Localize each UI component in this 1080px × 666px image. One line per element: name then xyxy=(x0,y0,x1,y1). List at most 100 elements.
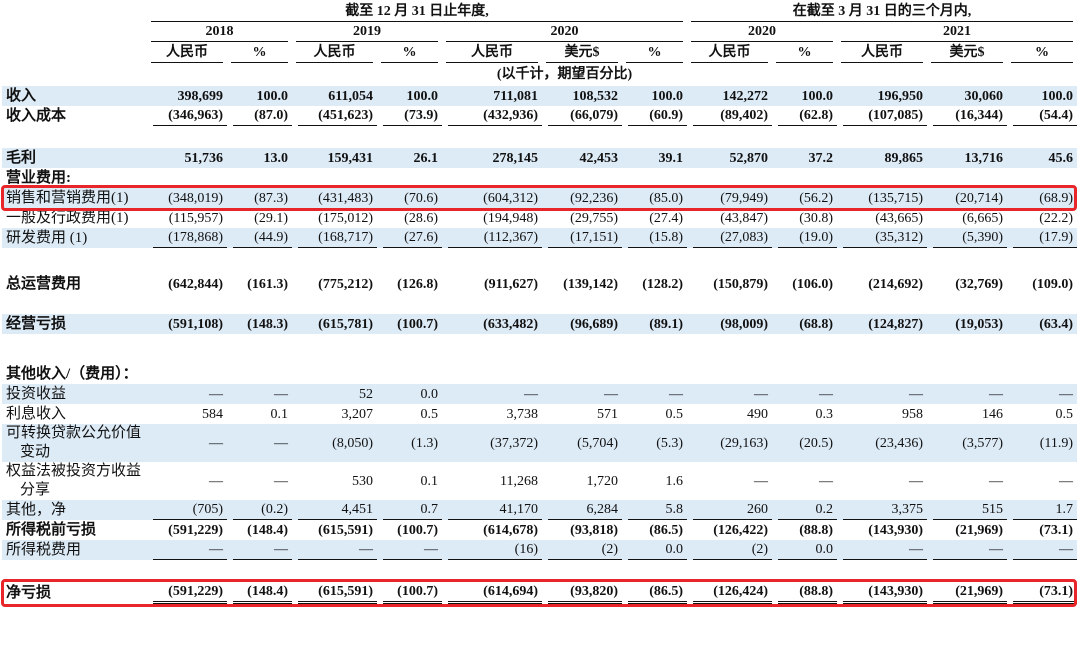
value-cell: (775,212) xyxy=(292,274,377,294)
value-cell: (43,847) xyxy=(687,208,772,228)
spacer xyxy=(687,64,1077,86)
table-row: 其他收入/（费用）： xyxy=(2,364,1077,384)
cell-value: (775,212) xyxy=(318,276,373,292)
spacer xyxy=(2,22,147,42)
value-cell: (29,755) xyxy=(542,208,622,228)
value-cell: (93,820) xyxy=(542,582,622,604)
header-cell: 在截至 3 月 31 日的三个月内, xyxy=(687,2,1077,22)
value-cell: (93,818) xyxy=(542,520,622,540)
header-cell: 2019 xyxy=(292,22,442,42)
value-cell: (29.1) xyxy=(227,208,292,228)
cell-value: (148.4) xyxy=(247,522,288,538)
value-cell: (3,577) xyxy=(927,424,1008,462)
cell-value: (86.5) xyxy=(628,582,688,604)
row-label: 经营亏损 xyxy=(6,315,67,332)
cell-value: (615,591) xyxy=(318,522,373,538)
value-cell: (85.0) xyxy=(622,188,688,208)
cell-value: 30,060 xyxy=(964,88,1004,104)
cell-value: (19.0) xyxy=(778,228,838,248)
cell-value: (92,236) xyxy=(570,190,618,206)
value-cell: 0.1 xyxy=(227,404,292,424)
table-row: 权益法被投资方收益分享 — — 530 0.1 11,268 1,720 1.6 — — — — — xyxy=(2,462,1077,500)
value-cell: (60.9) xyxy=(622,106,688,126)
cell-value: (29,755) xyxy=(570,210,618,226)
value-cell xyxy=(1007,364,1077,384)
cell-value: 1.7 xyxy=(1013,500,1078,520)
value-cell: (615,781) xyxy=(292,314,377,334)
value-cell: 41,170 xyxy=(442,500,542,520)
row-label-cell: 其他，净 xyxy=(2,500,147,520)
cell-value: (73.1) xyxy=(1013,582,1078,604)
spacer-row xyxy=(2,126,1077,148)
value-cell: — xyxy=(837,384,928,404)
value-cell xyxy=(542,364,622,384)
table-row: 研发费用 (1) (178,868) (44.9) (168,717) (27.6) (1… xyxy=(2,228,1078,248)
cell-value: — xyxy=(604,386,618,402)
value-cell: (100.7) xyxy=(377,520,442,540)
cell-value: 0.2 xyxy=(778,500,838,520)
value-cell: (633,482) xyxy=(442,314,542,334)
value-cell: 37.2 xyxy=(772,148,838,168)
header-cell: % xyxy=(772,42,837,64)
cell-value: — xyxy=(843,540,928,560)
value-cell: (615,591) xyxy=(292,520,377,540)
cell-value: — xyxy=(209,473,223,489)
cell-value: 39.1 xyxy=(658,150,684,166)
value-cell: 515 xyxy=(927,500,1008,520)
cell-value: (28.6) xyxy=(404,210,438,226)
value-cell: (73.1) xyxy=(1007,520,1077,540)
value-cell: (88.8) xyxy=(772,520,837,540)
value-cell: (126,422) xyxy=(687,520,772,540)
row-label: 收入成本 xyxy=(6,107,67,124)
value-cell: (591,229) xyxy=(147,582,227,604)
cell-value: 515 xyxy=(933,500,1008,520)
cell-value: (20.5) xyxy=(799,435,834,451)
header-cell: 2021 xyxy=(837,22,1077,42)
value-cell: 13.0 xyxy=(227,148,292,168)
header-cell: % xyxy=(227,42,292,64)
currency: % xyxy=(776,44,834,63)
cell-value: — xyxy=(754,473,769,489)
year: 2020 xyxy=(446,23,684,42)
cell-value: (43,665) xyxy=(875,210,924,226)
cell-value: (124,827) xyxy=(868,316,924,332)
value-cell: 39.1 xyxy=(622,148,688,168)
cell-value: (17.9) xyxy=(1013,228,1078,248)
value-cell: (19.0) xyxy=(772,228,838,248)
cell-value: — xyxy=(1059,386,1074,402)
cell-value: (194,948) xyxy=(483,210,538,226)
cell-value: (20,714) xyxy=(955,190,1004,206)
row-label-cell: 研发费用 (1) xyxy=(2,228,147,248)
value-cell: (161.3) xyxy=(227,274,292,294)
cell-value: (126,424) xyxy=(693,582,773,604)
cell-value: — xyxy=(274,386,288,402)
value-cell: (22.2) xyxy=(1007,208,1077,228)
table-row: 净亏损 (591,229) (148.4) (615,591) (100.7) (614,… xyxy=(2,582,1078,604)
cell-value: 89,865 xyxy=(884,150,924,166)
cell-value: (100.7) xyxy=(397,316,438,332)
value-cell: 571 xyxy=(542,404,622,424)
value-cell: (35,312) xyxy=(837,228,928,248)
value-cell: — xyxy=(227,462,292,500)
cell-value: (29.1) xyxy=(254,210,288,226)
cell-value: (112,367) xyxy=(448,228,542,248)
value-cell: (148.4) xyxy=(227,520,292,540)
value-cell: (100.7) xyxy=(377,582,442,604)
cell-value: (100.7) xyxy=(383,582,442,604)
value-cell: (112,367) xyxy=(442,228,542,248)
value-cell: — xyxy=(147,384,227,404)
cell-value: (16) xyxy=(448,540,542,560)
cell-value: (56.2) xyxy=(799,190,834,206)
cell-value: 100.0 xyxy=(801,88,834,104)
cell-value: (8,050) xyxy=(332,435,373,451)
value-cell: (128.2) xyxy=(622,274,687,294)
cell-value: 5.8 xyxy=(628,500,688,520)
value-cell: (86.5) xyxy=(622,520,687,540)
value-cell: (29,163) xyxy=(687,424,773,462)
header-cell: 美元$ xyxy=(927,42,1007,64)
cell-value: (143,930) xyxy=(868,522,924,538)
value-cell: (178,868) xyxy=(147,228,227,248)
cell-value: 0.0 xyxy=(628,540,688,560)
cell-value: (115,957) xyxy=(168,210,223,226)
value-cell: (68.8) xyxy=(772,314,838,334)
